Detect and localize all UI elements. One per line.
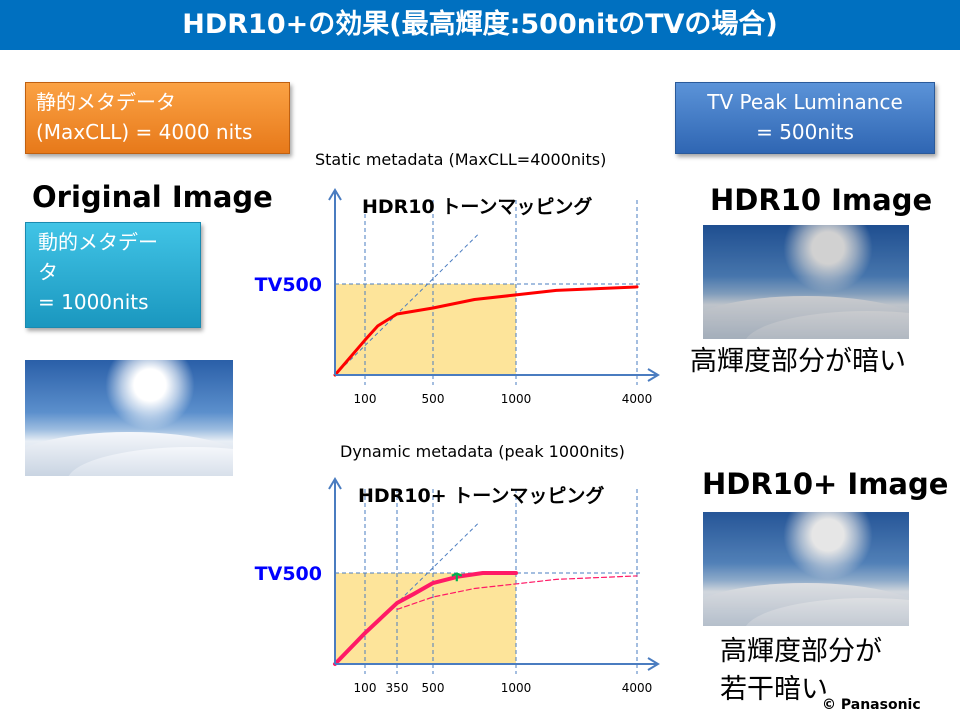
hdr10plus-caption-2: 若干暗い	[720, 674, 828, 705]
dynamic-chart-caption: Dynamic metadata (peak 1000nits)	[340, 442, 625, 461]
dynamic-box-line3: = 1000nits	[38, 290, 149, 314]
tv500-label: TV500	[255, 274, 322, 296]
tone-curve-dashed	[396, 575, 638, 611]
tv500-label: TV500	[255, 563, 322, 585]
dynamic-metadata-box: 動的メタデー タ = 1000nits	[25, 222, 201, 328]
hdr10plus-caption-1: 高輝度部分が	[720, 636, 882, 667]
chart-title: HDR10 トーンマッピング	[362, 195, 592, 218]
tv-box-line1: TV Peak Luminance	[707, 90, 903, 114]
y-axis-arrow-icon	[328, 477, 342, 664]
page-title: HDR10+の効果(最高輝度:500nitのTVの場合)	[0, 0, 960, 50]
y-axis-arrow-icon	[328, 188, 342, 375]
static-metadata-box: 静的メタデータ (MaxCLL) = 4000 nits	[25, 82, 290, 154]
original-image	[25, 360, 233, 476]
x-tick-label: 4000	[622, 681, 653, 695]
x-axis-arrow-icon	[335, 657, 660, 671]
hdr10-image	[703, 225, 909, 339]
x-tick-label: 4000	[622, 392, 653, 406]
x-tick-label: 1000	[501, 392, 532, 406]
dynamic-box-line1: 動的メタデー	[38, 230, 158, 254]
x-tick-label: 1000	[501, 681, 532, 695]
hdr10-image-label: HDR10 Image	[710, 183, 933, 217]
hdr10plus-image	[703, 512, 909, 626]
x-tick-label: 500	[422, 681, 445, 695]
identity-line	[334, 521, 480, 665]
hdr10plus-image-label: HDR10+ Image	[702, 467, 949, 501]
static-box-line1: 静的メタデータ	[36, 90, 176, 114]
chart-title: HDR10+ トーンマッピング	[358, 484, 604, 507]
tv-peak-box: TV Peak Luminance = 500nits	[675, 82, 935, 154]
tone-curve-solid	[333, 571, 518, 666]
x-tick-label: 500	[422, 392, 445, 406]
dynamic-box-line2: タ	[38, 260, 58, 284]
copyright: © Panasonic	[822, 697, 921, 713]
x-tick-label: 100	[354, 392, 377, 406]
tone-curve-solid	[333, 285, 639, 377]
x-tick-label: 350	[386, 681, 409, 695]
x-axis-arrow-icon	[335, 368, 660, 382]
identity-line	[334, 232, 480, 376]
tv-box-line2: = 500nits	[756, 120, 854, 144]
static-box-line2: (MaxCLL) = 4000 nits	[36, 120, 253, 144]
green-up-arrow-icon	[451, 572, 463, 582]
original-image-label: Original Image	[32, 180, 273, 214]
hdr10-caption: 高輝度部分が暗い	[690, 346, 906, 377]
x-tick-label: 100	[354, 681, 377, 695]
static-chart-caption: Static metadata (MaxCLL=4000nits)	[315, 150, 607, 169]
